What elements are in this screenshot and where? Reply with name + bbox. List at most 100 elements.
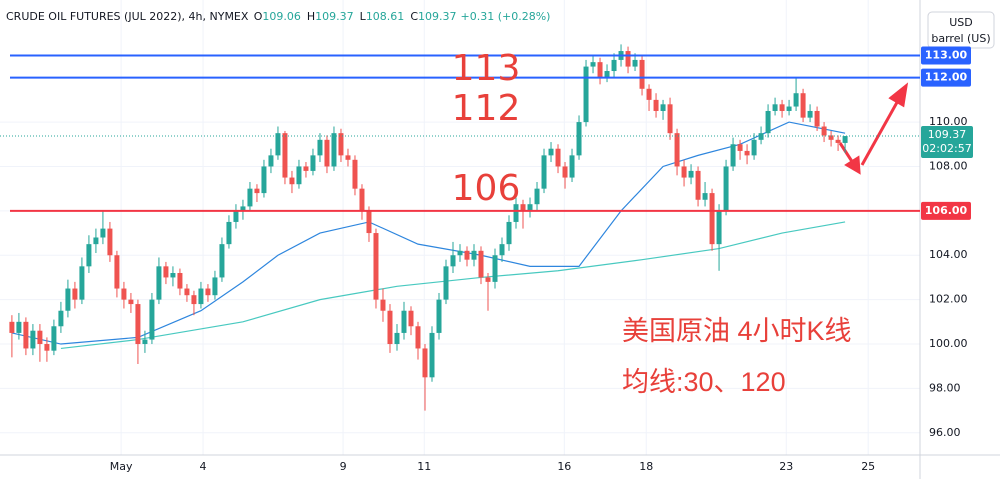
- x-tick-label: 25: [861, 460, 875, 473]
- currency: USD: [949, 16, 973, 29]
- candle-body: [632, 59, 638, 67]
- candle-body: [107, 228, 113, 256]
- last-price: 109.37: [928, 128, 967, 141]
- candle-body: [534, 188, 540, 205]
- candle-body: [436, 299, 442, 333]
- candle-body: [387, 310, 393, 345]
- candle-body: [289, 177, 295, 185]
- candle-body: [730, 144, 736, 167]
- header: CRUDE OIL FUTURES (JUL 2022), 4h, NYMEX O…: [6, 10, 550, 23]
- candle-body: [177, 273, 183, 289]
- candle-body: [415, 326, 421, 349]
- candle-body: [758, 133, 764, 140]
- x-tick-label: 16: [557, 460, 571, 473]
- candle-body: [310, 155, 316, 171]
- candle-body: [562, 166, 568, 178]
- candle-body: [275, 133, 281, 156]
- candle-body: [422, 348, 428, 378]
- countdown: 02:02:57: [922, 142, 971, 155]
- candle-body: [44, 344, 50, 351]
- candle-body: [625, 51, 631, 67]
- candle-body: [282, 133, 288, 178]
- candle-body: [331, 133, 337, 167]
- candle-body: [681, 166, 687, 178]
- candle-body: [114, 255, 120, 289]
- candle-body: [170, 273, 176, 278]
- candle-body: [408, 310, 414, 327]
- note: 均线:30、120: [622, 367, 786, 397]
- candle-body: [268, 155, 274, 167]
- candle-body: [576, 122, 582, 156]
- candle-body: [779, 104, 785, 111]
- ohlc-key: C: [410, 10, 418, 23]
- candle-body: [765, 110, 771, 134]
- candle-body: [93, 237, 99, 245]
- candle-body: [611, 59, 617, 72]
- y-tick-label: 110.00: [929, 115, 968, 128]
- candle-body: [597, 62, 603, 78]
- candle-body: [184, 288, 190, 296]
- candle-body: [695, 170, 701, 200]
- ohlc-key: L: [360, 10, 367, 23]
- candle-body: [240, 206, 246, 211]
- y-tick-label: 104.00: [929, 248, 968, 261]
- candle-body: [352, 159, 358, 189]
- x-tick-label: 11: [417, 460, 431, 473]
- candle-body: [485, 277, 491, 282]
- candle-body: [828, 135, 834, 140]
- level-annotation: 112: [452, 88, 521, 129]
- candle-body: [541, 155, 547, 189]
- ohlc-value: 109.06: [262, 10, 301, 23]
- level-label-bg: [921, 201, 971, 220]
- candle-body: [772, 104, 778, 111]
- candle-body: [513, 204, 519, 222]
- candle-body: [471, 250, 477, 260]
- candle-body: [842, 136, 848, 143]
- level-label-bg: [921, 68, 971, 87]
- candle-body: [646, 88, 652, 100]
- ohlc-key: O: [254, 10, 263, 23]
- unit: barrel (US): [931, 32, 990, 45]
- candle-body: [569, 155, 575, 178]
- candle-body: [583, 66, 589, 123]
- y-tick-label: 100.00: [929, 337, 968, 350]
- level-label: 112.00: [925, 71, 968, 84]
- ohlc-value: 109.37: [315, 10, 354, 23]
- candle-body: [653, 99, 659, 111]
- candle-body: [688, 170, 694, 178]
- candle-body: [555, 148, 561, 167]
- down-arrow-head: [844, 155, 861, 175]
- candle-body: [317, 139, 323, 156]
- candle-body: [65, 288, 71, 311]
- candle-body: [401, 310, 407, 333]
- candle-body: [786, 106, 792, 111]
- candle-body: [247, 188, 253, 207]
- candle-body: [163, 266, 169, 278]
- level-annotation: 106: [452, 168, 521, 209]
- candle-body: [527, 204, 533, 211]
- candle-body: [219, 244, 225, 278]
- candle-body: [835, 139, 841, 143]
- up-arrow: [860, 96, 902, 166]
- candle-body: [737, 144, 743, 151]
- candle-body: [716, 210, 722, 245]
- candle-body: [51, 326, 57, 351]
- candle-body: [702, 193, 708, 200]
- y-tick-label: 102.00: [929, 293, 968, 306]
- candle-body: [72, 288, 78, 300]
- x-tick-label: 9: [340, 460, 347, 473]
- x-tick-label: May: [110, 460, 133, 473]
- level-label-bg: [921, 46, 971, 65]
- candle-body: [464, 250, 470, 260]
- candle-body: [548, 148, 554, 156]
- candle-body: [674, 133, 680, 167]
- note: 美国原油 4小时K线: [622, 316, 852, 346]
- candle-body: [751, 139, 757, 156]
- candle-body: [149, 299, 155, 340]
- candle-body: [212, 277, 218, 296]
- candle-body: [380, 299, 386, 311]
- candle-body: [660, 104, 666, 111]
- candle-body: [100, 228, 106, 238]
